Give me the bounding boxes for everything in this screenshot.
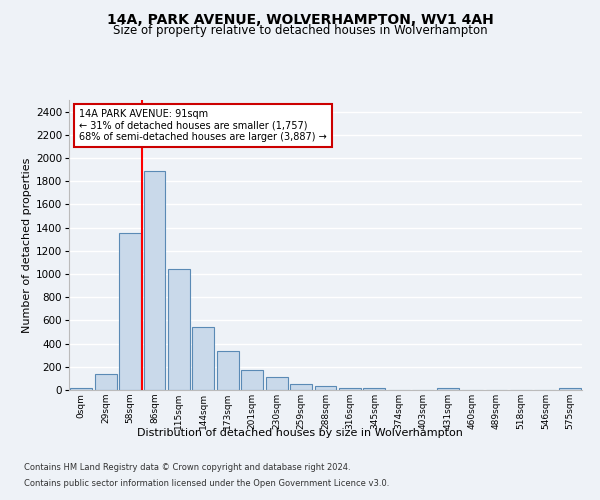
Bar [339,388,361,390]
Bar [290,384,312,390]
Bar [437,388,458,390]
Bar [364,388,385,390]
Bar [193,328,214,390]
Bar [217,351,239,390]
Bar [119,233,141,390]
Text: Contains public sector information licensed under the Open Government Licence v3: Contains public sector information licen… [24,478,389,488]
Bar [143,171,166,390]
Bar [559,388,581,390]
Text: Distribution of detached houses by size in Wolverhampton: Distribution of detached houses by size … [137,428,463,438]
Y-axis label: Number of detached properties: Number of detached properties [22,158,32,332]
Bar [70,388,92,390]
Bar [266,377,287,390]
Bar [314,386,337,390]
Text: Size of property relative to detached houses in Wolverhampton: Size of property relative to detached ho… [113,24,487,37]
Bar [168,270,190,390]
Text: Contains HM Land Registry data © Crown copyright and database right 2024.: Contains HM Land Registry data © Crown c… [24,464,350,472]
Bar [95,374,116,390]
Text: 14A, PARK AVENUE, WOLVERHAMPTON, WV1 4AH: 14A, PARK AVENUE, WOLVERHAMPTON, WV1 4AH [107,12,493,26]
Text: 14A PARK AVENUE: 91sqm
← 31% of detached houses are smaller (1,757)
68% of semi-: 14A PARK AVENUE: 91sqm ← 31% of detached… [79,108,327,142]
Bar [241,370,263,390]
